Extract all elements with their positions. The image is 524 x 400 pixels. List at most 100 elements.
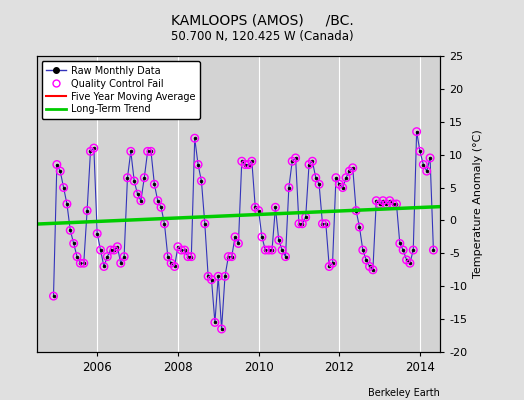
Point bbox=[294, 220, 303, 227]
Point bbox=[201, 220, 209, 227]
Point bbox=[258, 234, 266, 240]
Point bbox=[144, 148, 152, 154]
Point bbox=[217, 326, 226, 332]
Point bbox=[184, 254, 192, 260]
Point bbox=[271, 204, 280, 210]
Point bbox=[110, 247, 118, 253]
Point bbox=[261, 247, 269, 253]
Point bbox=[93, 230, 102, 237]
Point bbox=[214, 273, 222, 280]
Point bbox=[379, 198, 387, 204]
Point bbox=[113, 244, 122, 250]
Point bbox=[70, 240, 78, 247]
Point bbox=[265, 247, 273, 253]
Point bbox=[177, 247, 185, 253]
Point bbox=[278, 247, 286, 253]
Point bbox=[426, 155, 434, 161]
Point bbox=[160, 220, 169, 227]
Point bbox=[140, 174, 148, 181]
Point bbox=[234, 240, 243, 247]
Point bbox=[96, 247, 105, 253]
Point bbox=[339, 184, 347, 191]
Point bbox=[187, 254, 195, 260]
Point bbox=[422, 168, 431, 174]
Point bbox=[123, 174, 132, 181]
Point bbox=[348, 165, 357, 171]
Point bbox=[305, 161, 313, 168]
Y-axis label: Temperature Anomaly (°C): Temperature Anomaly (°C) bbox=[473, 130, 483, 278]
Point bbox=[134, 191, 142, 197]
Point bbox=[86, 148, 95, 154]
Point bbox=[429, 247, 438, 253]
Point bbox=[248, 158, 256, 164]
Point bbox=[419, 161, 428, 168]
Point bbox=[342, 174, 350, 181]
Point bbox=[412, 128, 421, 135]
Point bbox=[180, 247, 189, 253]
Point bbox=[66, 227, 74, 234]
Point bbox=[308, 158, 316, 164]
Point bbox=[396, 240, 404, 247]
Point bbox=[335, 181, 343, 188]
Point bbox=[90, 145, 98, 151]
Point bbox=[355, 224, 364, 230]
Point bbox=[382, 201, 390, 207]
Point bbox=[76, 260, 84, 266]
Point bbox=[322, 220, 330, 227]
Point bbox=[237, 158, 246, 164]
Point bbox=[332, 174, 340, 181]
Point bbox=[52, 161, 61, 168]
Point bbox=[120, 254, 128, 260]
Point bbox=[291, 155, 300, 161]
Point bbox=[298, 220, 307, 227]
Point bbox=[204, 273, 212, 280]
Text: 50.700 N, 120.425 W (Canada): 50.700 N, 120.425 W (Canada) bbox=[171, 30, 353, 43]
Point bbox=[150, 181, 159, 188]
Point bbox=[194, 161, 202, 168]
Point bbox=[285, 184, 293, 191]
Point bbox=[59, 184, 68, 191]
Point bbox=[399, 247, 407, 253]
Point bbox=[208, 276, 216, 283]
Point bbox=[268, 247, 276, 253]
Point bbox=[221, 273, 229, 280]
Point bbox=[301, 214, 310, 220]
Point bbox=[147, 148, 155, 154]
Point bbox=[174, 244, 182, 250]
Point bbox=[116, 260, 125, 266]
Point bbox=[154, 198, 162, 204]
Point bbox=[376, 201, 384, 207]
Point bbox=[227, 254, 236, 260]
Point bbox=[281, 254, 290, 260]
Point bbox=[103, 254, 112, 260]
Text: KAMLOOPS (AMOS)     /BC.: KAMLOOPS (AMOS) /BC. bbox=[171, 14, 353, 28]
Point bbox=[100, 263, 108, 270]
Point bbox=[312, 174, 320, 181]
Point bbox=[386, 198, 394, 204]
Point bbox=[409, 247, 418, 253]
Point bbox=[163, 254, 172, 260]
Legend: Raw Monthly Data, Quality Control Fail, Five Year Moving Average, Long-Term Tren: Raw Monthly Data, Quality Control Fail, … bbox=[41, 61, 200, 119]
Point bbox=[167, 260, 176, 266]
Point bbox=[288, 158, 297, 164]
Point bbox=[130, 178, 138, 184]
Text: Berkeley Earth: Berkeley Earth bbox=[368, 388, 440, 398]
Point bbox=[362, 257, 370, 263]
Point bbox=[63, 201, 71, 207]
Point bbox=[127, 148, 135, 154]
Point bbox=[106, 247, 115, 253]
Point bbox=[244, 161, 253, 168]
Point bbox=[345, 168, 354, 174]
Point bbox=[406, 260, 414, 266]
Point bbox=[211, 319, 219, 326]
Point bbox=[224, 254, 233, 260]
Point bbox=[73, 254, 81, 260]
Point bbox=[137, 198, 145, 204]
Point bbox=[56, 168, 64, 174]
Point bbox=[275, 237, 283, 243]
Point bbox=[231, 234, 239, 240]
Point bbox=[191, 135, 199, 142]
Point bbox=[416, 148, 424, 154]
Point bbox=[329, 260, 337, 266]
Point bbox=[83, 207, 91, 214]
